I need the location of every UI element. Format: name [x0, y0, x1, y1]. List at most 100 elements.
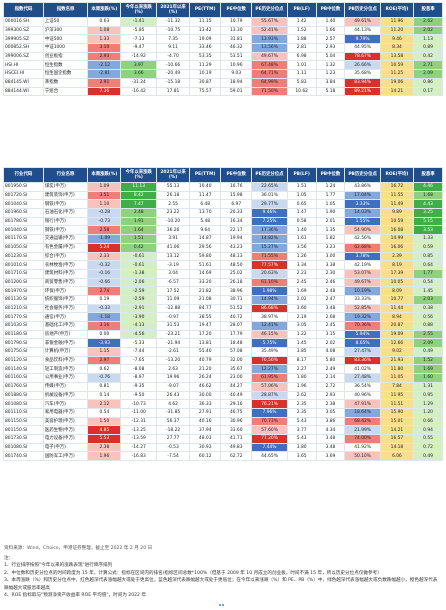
value-cell: 1.68	[413, 190, 443, 201]
value-cell: 35.49%	[251, 347, 288, 357]
index-header-cell: PE中位数	[220, 2, 253, 18]
code-cell: 801160.SI	[3, 373, 44, 383]
value-cell: -12.31	[120, 416, 157, 427]
value-cell: 70.36%	[344, 321, 381, 331]
value-cell: 76.21%	[251, 399, 288, 409]
code-cell: 801040.SI	[3, 225, 44, 236]
name-cell: 煤炭(申万)	[42, 182, 89, 192]
value-cell: 1.22	[286, 329, 317, 340]
value-cell: 2.45	[315, 321, 346, 331]
value-cell: 57.06%	[251, 381, 288, 392]
value-cell: 2.91	[87, 77, 122, 88]
code-cell: 801950.SI	[3, 182, 44, 192]
industry-row: 801720.SI 建筑装饰(申万) 3.51 8.42 26.18 11.47 15.98…	[3, 190, 443, 201]
value-cell: 29.77%	[251, 199, 288, 210]
value-cell: 25.02	[220, 268, 253, 279]
value-cell: 30.71	[220, 294, 253, 305]
value-cell: -31.85	[155, 407, 191, 418]
value-cell: 38.55	[189, 312, 222, 322]
value-cell: 64.71%	[251, 69, 288, 79]
industry-row: 801230.SI 综合(申万) 2.33 -0.61 13.12 59.80 48.13 7…	[3, 251, 443, 262]
code-cell: 801050.SI	[3, 242, 44, 253]
value-cell: -9.07	[155, 381, 191, 392]
value-cell: 0.94	[413, 425, 443, 435]
value-cell: 8.34	[379, 43, 415, 53]
value-cell: 1.82	[315, 234, 346, 244]
value-cell: 11.13	[120, 182, 157, 192]
value-cell: 16.06	[379, 242, 415, 253]
name-cell: 食品饮料(申万)	[42, 355, 89, 366]
value-cell: 0.88	[413, 321, 443, 331]
value-cell: 2.02	[315, 338, 346, 349]
value-cell: 26.24	[189, 373, 222, 383]
value-cell: 0.38	[413, 303, 443, 314]
value-cell: 27.91	[189, 407, 222, 418]
value-cell: -2.59	[120, 294, 157, 305]
value-cell: 11.25	[379, 69, 415, 79]
name-cell: 农林牧渔(申万)	[42, 260, 89, 270]
value-cell: -1.18	[87, 312, 122, 322]
value-cell: -12.88	[155, 303, 191, 314]
value-cell: 3.48	[315, 442, 346, 453]
index-header-cell: PE(TTM)	[189, 2, 222, 18]
value-cell: 30.96	[220, 416, 253, 427]
industry-row: 801760.SI 传媒(申万) 0.81 -9.35 -9.07 46.62 44.27 5…	[3, 381, 443, 392]
value-cell: 71.55%	[251, 251, 288, 262]
value-cell: 2.62	[286, 390, 317, 401]
value-cell: 2.35	[286, 407, 317, 418]
value-cell: 9.64	[189, 225, 222, 236]
value-cell: 2.09	[413, 338, 443, 349]
value-cell: 3.04	[155, 268, 191, 279]
value-cell: 3.56	[286, 242, 317, 253]
value-cell: 9.02	[379, 347, 415, 357]
value-cell: 0.64	[413, 260, 443, 270]
value-cell: -9.35	[120, 381, 157, 392]
value-cell: 2.09	[413, 69, 443, 79]
value-cell: 4.43	[413, 199, 443, 210]
value-cell: 1.77	[413, 268, 443, 279]
value-cell: 5.15	[413, 216, 443, 227]
value-cell: 0.49	[413, 347, 443, 357]
value-cell: 0.54	[87, 407, 122, 418]
value-cell: 75.57	[189, 86, 222, 97]
value-cell: 3.10	[87, 43, 122, 53]
industry-header-cell: PE历史分位点	[251, 167, 288, 183]
code-cell: HSCEI.HI	[3, 69, 44, 79]
value-cell: 46.15%	[251, 329, 288, 340]
value-cell: 60.12	[189, 451, 222, 461]
value-cell: -23.21	[155, 329, 191, 340]
code-cell: 801080.SI	[3, 399, 44, 409]
industry-row: 801050.SI 有色金属(申万) 5.24 0.42 41.06 29.56 43.23…	[3, 242, 443, 253]
value-cell: 1.13	[413, 34, 443, 45]
value-cell: 5.75%	[251, 338, 288, 349]
value-cell: 50.10%	[344, 451, 381, 461]
industry-header-cell: PB(LF)	[286, 167, 317, 183]
value-cell: 26.43	[155, 390, 191, 401]
value-cell: 3.97	[120, 60, 157, 71]
name-cell: 美容护理(申万)	[42, 416, 89, 427]
value-cell: 8.17	[286, 355, 317, 366]
name-cell: 宁组合	[42, 86, 89, 97]
value-cell: 59.80	[189, 251, 222, 262]
value-cell: 1.20	[413, 407, 443, 418]
value-cell: 1.96	[286, 381, 317, 392]
name-cell: 建筑装饰(申万)	[42, 190, 89, 201]
value-cell: 7.84	[379, 381, 415, 392]
value-cell: 17.39	[379, 268, 415, 279]
value-cell: 61.95%	[251, 373, 288, 383]
value-cell: 67.48%	[251, 60, 288, 71]
value-cell: 17.81	[155, 86, 191, 97]
notes: 资料来源：Wind，Choice，申港证券整理，截止至 2022 年 2 月 2…	[4, 545, 440, 600]
value-cell: 77.20%	[251, 433, 288, 444]
value-cell: 28.87%	[251, 390, 288, 401]
value-cell: 1.66	[315, 25, 346, 36]
index-row: 399006.SZ 创业板指 2.93 -14.92 -4.70 53.35 53.51 49…	[3, 51, 443, 62]
value-cell: 49.83	[220, 442, 253, 453]
value-cell: 27.77	[155, 433, 191, 444]
value-cell: 5.24	[87, 242, 122, 253]
industry-row: 801710.SI 建筑材料(申万) -0.16 -1.38 3.04 14.69 25.0…	[3, 268, 443, 279]
value-cell: 13.42	[189, 25, 222, 36]
value-cell: 7.96%	[251, 407, 288, 418]
industry-row: 801970.SI 环保(申万) 2.74 -2.59 17.52 21.82 38.96 1…	[3, 286, 443, 296]
value-cell: 74.00%	[344, 433, 381, 444]
